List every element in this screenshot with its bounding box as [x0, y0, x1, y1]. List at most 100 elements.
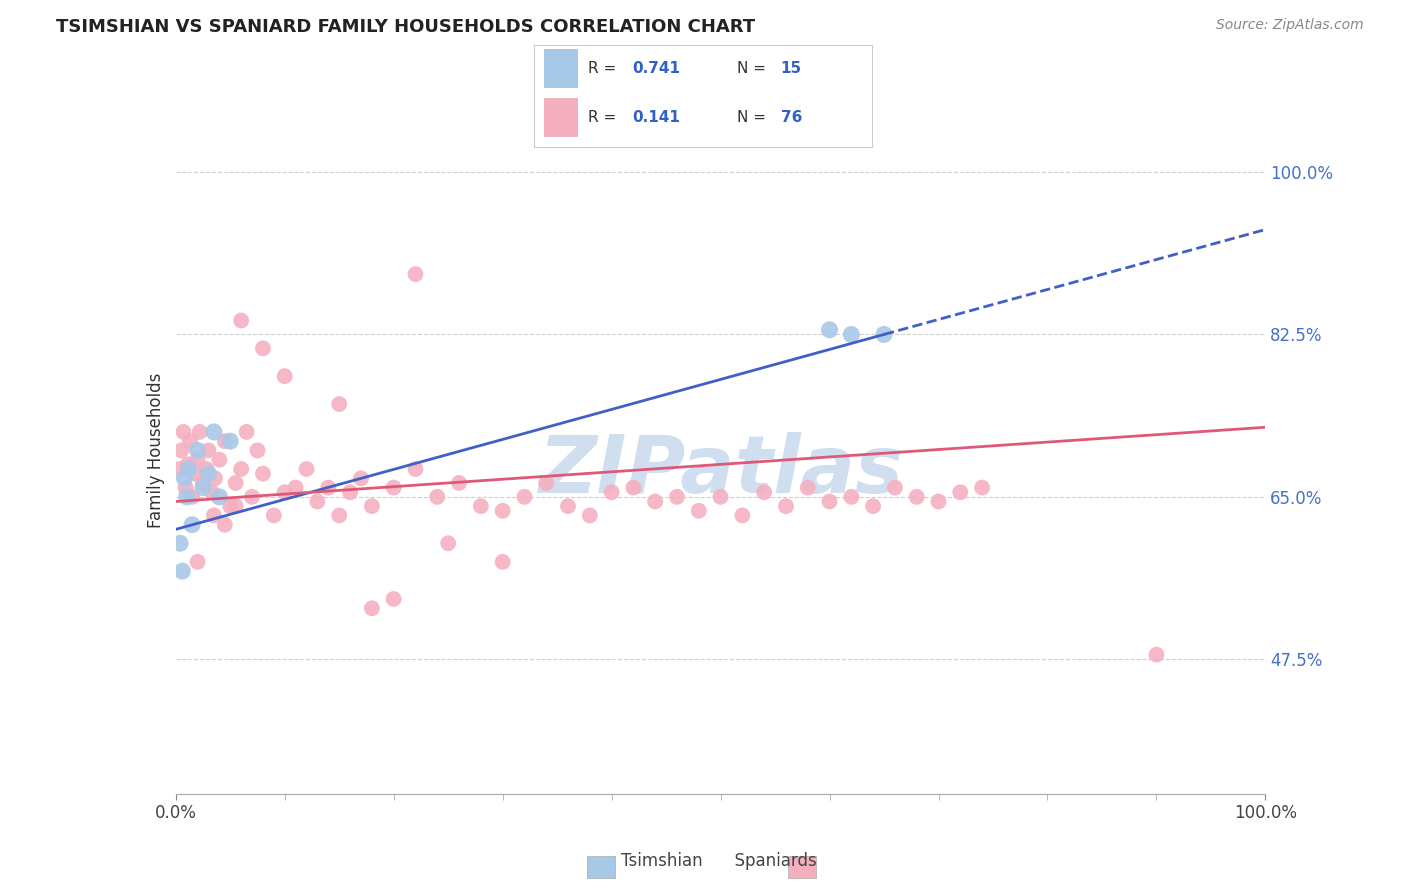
- Point: [318, 481, 340, 495]
- Point: [191, 481, 214, 495]
- Point: [862, 499, 884, 513]
- Point: [339, 485, 361, 500]
- Point: [176, 490, 198, 504]
- Point: [186, 555, 209, 569]
- Point: [274, 369, 297, 384]
- Point: [202, 425, 225, 439]
- Point: [492, 555, 515, 569]
- Point: [174, 481, 197, 495]
- Point: [841, 490, 863, 504]
- Point: [775, 499, 797, 513]
- Text: R =: R =: [588, 110, 621, 125]
- Point: [169, 536, 191, 550]
- Point: [214, 517, 236, 532]
- Text: Spaniards: Spaniards: [703, 852, 817, 870]
- Point: [172, 425, 194, 439]
- Point: [181, 517, 204, 532]
- Point: [186, 443, 209, 458]
- FancyBboxPatch shape: [544, 49, 578, 87]
- Point: [252, 342, 274, 356]
- Point: [197, 443, 219, 458]
- Point: [382, 481, 405, 495]
- Point: [172, 564, 194, 578]
- Text: 0.141: 0.141: [633, 110, 681, 125]
- Text: 15: 15: [780, 61, 801, 76]
- Point: [361, 601, 384, 615]
- Point: [754, 485, 776, 500]
- Point: [818, 494, 841, 508]
- Point: [818, 323, 841, 337]
- Y-axis label: Family Households: Family Households: [146, 373, 165, 528]
- Text: 76: 76: [780, 110, 801, 125]
- Point: [884, 481, 907, 495]
- Text: R =: R =: [588, 61, 621, 76]
- Point: [219, 499, 242, 513]
- Point: [225, 499, 247, 513]
- Point: [905, 490, 928, 504]
- Point: [179, 434, 201, 449]
- Point: [949, 485, 972, 500]
- Point: [191, 475, 214, 490]
- Point: [167, 462, 190, 476]
- Text: N =: N =: [737, 61, 770, 76]
- Point: [405, 462, 427, 476]
- Point: [184, 467, 207, 481]
- Point: [225, 475, 247, 490]
- Point: [600, 485, 623, 500]
- Bar: [588, 855, 616, 879]
- Point: [235, 425, 257, 439]
- Point: [208, 452, 231, 467]
- Point: [361, 499, 384, 513]
- Point: [644, 494, 666, 508]
- Point: [350, 471, 373, 485]
- Bar: [789, 855, 817, 879]
- Point: [263, 508, 285, 523]
- Point: [181, 490, 204, 504]
- Point: [173, 471, 195, 485]
- Point: [197, 467, 219, 481]
- Point: [710, 490, 733, 504]
- Point: [447, 475, 470, 490]
- Point: [170, 443, 193, 458]
- Point: [201, 485, 224, 500]
- Point: [231, 462, 253, 476]
- Point: [426, 490, 449, 504]
- Point: [177, 458, 200, 472]
- Point: [534, 475, 557, 490]
- Point: [240, 490, 263, 504]
- Point: [186, 452, 209, 467]
- Point: [204, 471, 226, 485]
- Point: [328, 397, 350, 411]
- Text: TSIMSHIAN VS SPANIARD FAMILY HOUSEHOLDS CORRELATION CHART: TSIMSHIAN VS SPANIARD FAMILY HOUSEHOLDS …: [56, 18, 755, 36]
- Point: [295, 462, 318, 476]
- Point: [274, 485, 297, 500]
- Point: [873, 327, 896, 342]
- FancyBboxPatch shape: [544, 98, 578, 137]
- Point: [972, 481, 994, 495]
- Point: [513, 490, 536, 504]
- Point: [382, 591, 405, 606]
- Point: [621, 481, 644, 495]
- Point: [437, 536, 460, 550]
- Point: [252, 467, 274, 481]
- Point: [928, 494, 950, 508]
- Point: [195, 462, 218, 476]
- Point: [231, 313, 253, 327]
- Text: 0.741: 0.741: [633, 61, 681, 76]
- Point: [666, 490, 689, 504]
- Point: [307, 494, 329, 508]
- Point: [797, 481, 820, 495]
- Point: [688, 504, 710, 518]
- Point: [579, 508, 602, 523]
- Text: ZIPatlas: ZIPatlas: [538, 432, 903, 510]
- Point: [405, 267, 427, 281]
- Text: Tsimshian: Tsimshian: [621, 852, 703, 870]
- Point: [219, 434, 242, 449]
- Point: [202, 508, 225, 523]
- Point: [470, 499, 492, 513]
- Point: [731, 508, 754, 523]
- Text: N =: N =: [737, 110, 770, 125]
- Point: [841, 327, 863, 342]
- Point: [188, 425, 211, 439]
- Point: [208, 490, 231, 504]
